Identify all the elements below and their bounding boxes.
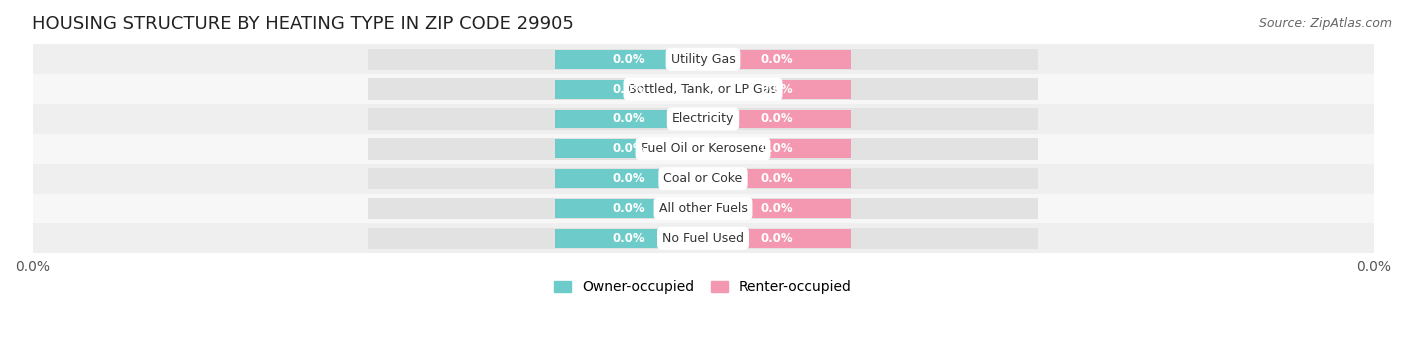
Text: 0.0%: 0.0% — [761, 142, 793, 155]
Bar — [555, 169, 703, 188]
Bar — [32, 164, 1374, 194]
Text: HOUSING STRUCTURE BY HEATING TYPE IN ZIP CODE 29905: HOUSING STRUCTURE BY HEATING TYPE IN ZIP… — [32, 15, 575, 33]
Text: 0.0%: 0.0% — [761, 83, 793, 95]
Bar — [703, 80, 851, 99]
Bar — [703, 50, 851, 69]
Text: 0.0%: 0.0% — [613, 142, 645, 155]
Bar — [368, 108, 1038, 130]
Bar — [32, 44, 1374, 74]
Text: 0.0%: 0.0% — [761, 53, 793, 66]
Bar — [555, 109, 703, 129]
Text: No Fuel Used: No Fuel Used — [662, 232, 744, 245]
Text: Electricity: Electricity — [672, 113, 734, 125]
Bar — [555, 139, 703, 158]
Bar — [703, 169, 851, 188]
Text: 0.0%: 0.0% — [613, 202, 645, 215]
Bar — [555, 50, 703, 69]
Bar — [703, 229, 851, 248]
Text: Fuel Oil or Kerosene: Fuel Oil or Kerosene — [641, 142, 765, 155]
Bar — [703, 139, 851, 158]
Text: Utility Gas: Utility Gas — [671, 53, 735, 66]
Text: 0.0%: 0.0% — [613, 53, 645, 66]
Text: 0.0%: 0.0% — [613, 113, 645, 125]
Bar — [32, 74, 1374, 104]
Text: 0.0%: 0.0% — [761, 113, 793, 125]
Bar — [555, 199, 703, 218]
Text: 0.0%: 0.0% — [613, 172, 645, 185]
Bar — [703, 199, 851, 218]
Bar — [32, 194, 1374, 223]
Text: Source: ZipAtlas.com: Source: ZipAtlas.com — [1258, 17, 1392, 30]
Text: 0.0%: 0.0% — [613, 83, 645, 95]
Text: Bottled, Tank, or LP Gas: Bottled, Tank, or LP Gas — [628, 83, 778, 95]
Bar — [703, 109, 851, 129]
Text: 0.0%: 0.0% — [761, 232, 793, 245]
Text: 0.0%: 0.0% — [761, 202, 793, 215]
Text: 0.0%: 0.0% — [761, 172, 793, 185]
Bar — [368, 138, 1038, 160]
Legend: Owner-occupied, Renter-occupied: Owner-occupied, Renter-occupied — [554, 280, 852, 294]
Bar — [368, 198, 1038, 219]
Text: Coal or Coke: Coal or Coke — [664, 172, 742, 185]
Bar — [555, 80, 703, 99]
Bar — [555, 229, 703, 248]
Bar — [368, 48, 1038, 70]
Bar — [368, 227, 1038, 249]
Bar — [32, 223, 1374, 253]
Text: 0.0%: 0.0% — [613, 232, 645, 245]
Bar — [32, 134, 1374, 164]
Text: All other Fuels: All other Fuels — [658, 202, 748, 215]
Bar — [32, 104, 1374, 134]
Bar — [368, 78, 1038, 100]
Bar — [368, 168, 1038, 189]
